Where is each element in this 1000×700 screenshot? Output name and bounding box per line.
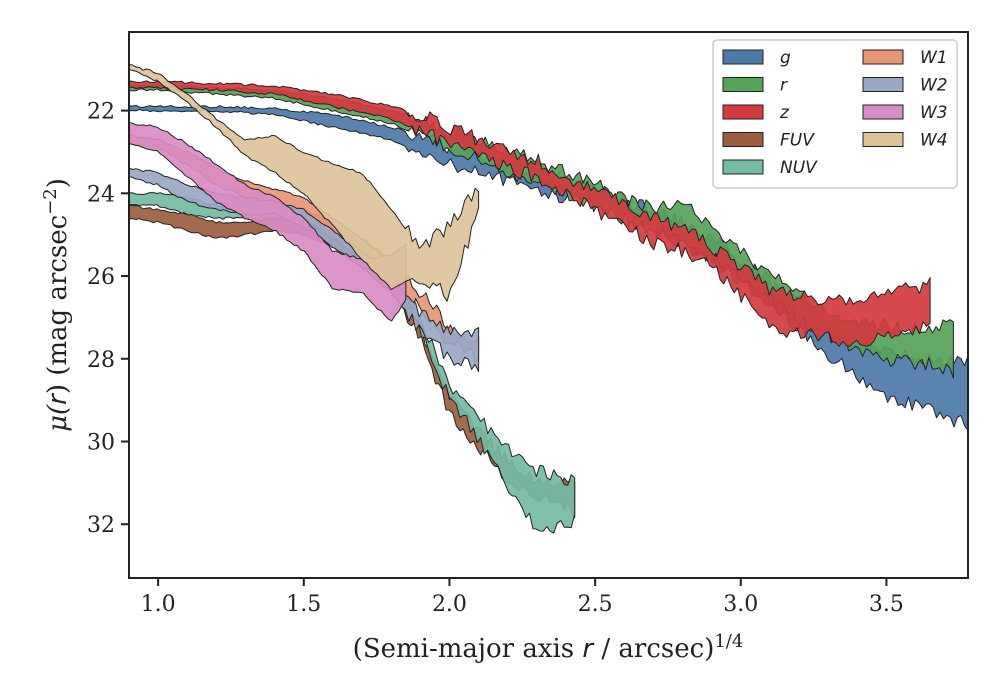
series-layer: [129, 64, 968, 534]
y-axis-label: μ(r) (mag arcsec−2): [40, 178, 73, 432]
x-axis-label: (Semi-major axis r / arcsec)1/4: [353, 631, 744, 664]
legend-swatch-nuv: [722, 159, 764, 175]
series-band-z: [129, 80, 931, 347]
legend-swatch-z: [722, 104, 764, 120]
legend-swatch-g: [722, 49, 764, 65]
legend-label-z: z: [779, 103, 790, 123]
x-tick-label: 2.5: [578, 592, 613, 617]
legend-swatch-w1: [862, 49, 904, 65]
y-tick-label: 24: [87, 182, 115, 207]
legend-swatch-w2: [862, 77, 904, 92]
legend-label-w4: W4: [920, 131, 948, 151]
series-band-w3: [129, 122, 407, 322]
legend-label-r: r: [780, 76, 788, 96]
legend-label-nuv: NUV: [780, 158, 818, 178]
y-tick-label: 28: [87, 348, 115, 373]
x-tick-label: 3.5: [869, 592, 904, 617]
y-tick-label: 30: [87, 431, 115, 456]
legend-swatch-r: [722, 77, 764, 92]
series-band-g: [129, 104, 968, 431]
legend-swatch-w3: [862, 104, 904, 120]
x-axis: 1.0 1.5 2.0 2.5 3.0 3.5: [141, 578, 904, 617]
y-tick-label: 22: [87, 100, 115, 125]
x-tick-label: 3.0: [723, 592, 758, 617]
series-band-w4: [129, 64, 480, 302]
x-tick-label: 1.0: [141, 592, 176, 617]
y-tick-label: 32: [87, 513, 115, 538]
legend-label-fuv: FUV: [780, 131, 815, 151]
plot-frame: [128, 31, 969, 579]
y-tick-label: 26: [87, 265, 115, 290]
legend-swatch-fuv: [722, 132, 764, 147]
x-tick-label: 1.5: [286, 592, 321, 617]
legend-label-w2: W2: [920, 76, 948, 96]
y-axis: 22 24 26 28 30 32: [87, 100, 129, 538]
legend-label-w3: W3: [920, 103, 948, 123]
x-tick-label: 2.0: [432, 592, 467, 617]
legend-entries: grz FUV NUV W1 W2 W3 W4: [722, 48, 948, 178]
legend: grz FUV NUV W1 W2 W3 W4: [712, 39, 958, 189]
legend-label-g: g: [780, 48, 791, 68]
legend-swatch-w4: [862, 132, 904, 147]
legend-label-w1: W1: [920, 48, 948, 68]
